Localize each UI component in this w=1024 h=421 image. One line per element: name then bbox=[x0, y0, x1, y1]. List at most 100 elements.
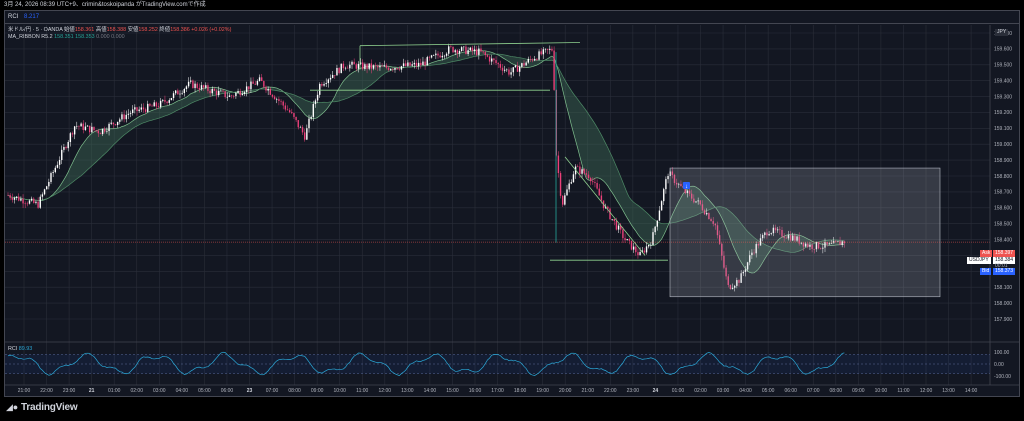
candle-body bbox=[269, 89, 271, 95]
candle-body bbox=[815, 242, 818, 250]
candle-body bbox=[796, 236, 798, 241]
candle-body bbox=[301, 127, 304, 133]
candle-body bbox=[374, 65, 377, 66]
candle-body bbox=[450, 46, 452, 47]
candle-body bbox=[153, 102, 155, 107]
candle-body bbox=[271, 94, 274, 97]
candle-body bbox=[250, 81, 252, 90]
candle-body bbox=[355, 64, 357, 69]
candle-body bbox=[20, 198, 22, 201]
candle-body bbox=[650, 244, 652, 246]
legend-high: 158.388 bbox=[106, 27, 127, 33]
candle-body bbox=[531, 59, 534, 61]
candle-body bbox=[811, 244, 813, 249]
candle-body bbox=[458, 51, 461, 54]
time-label: 22:00 bbox=[604, 388, 617, 394]
candle-body bbox=[641, 250, 643, 252]
candle-body bbox=[540, 51, 542, 55]
candle-body bbox=[439, 55, 441, 58]
candle-body bbox=[334, 75, 336, 76]
time-label: 10:00 bbox=[875, 388, 888, 394]
candle-body bbox=[652, 232, 654, 245]
candle-body bbox=[162, 99, 164, 101]
tradingview-logo[interactable]: ◢● TradingView bbox=[6, 402, 78, 413]
time-label: 23:00 bbox=[627, 388, 640, 394]
candle-body bbox=[413, 62, 416, 65]
candle-body bbox=[755, 244, 757, 254]
bid-price: 158.373 bbox=[993, 268, 1016, 275]
time-axis: 21:00 22:00 23:00 21 01:00 02:00 03:00 04:00 05:… bbox=[4, 341, 1020, 394]
candle-body bbox=[359, 62, 362, 64]
candle-body bbox=[306, 128, 308, 140]
candle-body bbox=[43, 189, 46, 195]
candle-body bbox=[54, 167, 56, 173]
candle-body bbox=[613, 219, 615, 221]
candle-body bbox=[678, 183, 680, 185]
candle-body bbox=[430, 55, 433, 58]
candle-body bbox=[536, 58, 538, 60]
candle-body bbox=[151, 105, 153, 107]
candle-body bbox=[415, 62, 418, 67]
price-label: 157.900 bbox=[994, 317, 1012, 323]
candle-body bbox=[469, 47, 471, 51]
candle-body bbox=[568, 183, 570, 190]
tradingview-brand-name: TradingView bbox=[20, 402, 78, 413]
time-label: 06:00 bbox=[221, 388, 234, 394]
candle-body bbox=[718, 235, 721, 244]
candle-body bbox=[248, 86, 250, 90]
time-label: 12:00 bbox=[920, 388, 933, 394]
candle-body bbox=[284, 105, 287, 110]
time-label: 21:00 bbox=[581, 388, 594, 394]
ma-fast-line bbox=[7, 49, 845, 274]
candle-body bbox=[28, 200, 31, 204]
candle-body bbox=[807, 243, 809, 247]
candle-body bbox=[699, 200, 701, 205]
candle-body bbox=[630, 240, 633, 250]
candle-body bbox=[157, 106, 160, 108]
candle-body bbox=[265, 86, 267, 91]
time-label: 24 bbox=[653, 388, 659, 394]
candle-body bbox=[506, 69, 508, 71]
candle-body bbox=[254, 83, 256, 85]
candle-body bbox=[215, 90, 218, 96]
candle-body bbox=[519, 66, 521, 72]
time-label: 01:00 bbox=[108, 388, 121, 394]
candle-body bbox=[594, 182, 596, 184]
currency-badge[interactable]: JPY bbox=[995, 29, 1009, 36]
candle-body bbox=[48, 181, 50, 187]
candle-body bbox=[445, 53, 448, 56]
candle-body bbox=[228, 95, 231, 97]
candle-body bbox=[340, 63, 342, 74]
price-label: 158.600 bbox=[994, 206, 1012, 212]
candle-body bbox=[327, 79, 330, 84]
candle-body bbox=[813, 248, 815, 250]
candle-body bbox=[753, 252, 755, 254]
candle-body bbox=[766, 232, 768, 236]
candle-body bbox=[46, 186, 48, 190]
legend-close: 158.386 bbox=[170, 27, 190, 33]
candle-body bbox=[579, 166, 581, 174]
candle-body bbox=[273, 96, 276, 100]
candle-body bbox=[482, 51, 484, 53]
candle-body bbox=[624, 238, 626, 241]
rectangle-zone bbox=[669, 167, 941, 298]
candle-body bbox=[400, 66, 403, 70]
candle-body bbox=[411, 64, 413, 66]
candle-body bbox=[116, 121, 119, 125]
time-label: 06:00 bbox=[784, 388, 797, 394]
price-label: 158.800 bbox=[994, 174, 1012, 180]
candle-body bbox=[187, 81, 190, 87]
candle-body bbox=[527, 58, 529, 63]
candle-body bbox=[211, 88, 213, 94]
candle-body bbox=[207, 85, 209, 91]
time-label: 18:00 bbox=[514, 388, 527, 394]
candle-body bbox=[41, 194, 44, 197]
candle-body bbox=[112, 122, 115, 125]
candle-body bbox=[58, 160, 61, 165]
candle-body bbox=[622, 229, 624, 239]
candle-body bbox=[331, 75, 334, 78]
bar-countdown: 00:01 bbox=[995, 263, 1008, 269]
candle-body bbox=[114, 124, 117, 125]
price-label: 159.600 bbox=[994, 47, 1012, 53]
